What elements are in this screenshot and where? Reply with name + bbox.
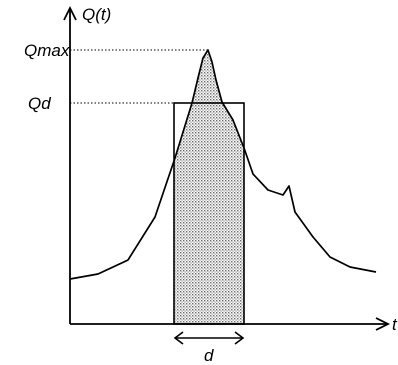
x-axis-label: t xyxy=(392,315,398,334)
duration-arrow-right-head xyxy=(234,331,245,345)
x-axis-arrowhead xyxy=(375,317,391,331)
hydrograph-curve xyxy=(69,49,377,280)
duration-arrow-left-head xyxy=(173,331,184,345)
qd-label: Qd xyxy=(28,94,51,113)
qmax-label: Qmax xyxy=(24,41,70,60)
shaded-volume-area xyxy=(174,50,244,324)
duration-label: d xyxy=(204,346,214,365)
y-axis-label: Q(t) xyxy=(82,5,111,24)
y-axis-arrowhead xyxy=(63,5,77,21)
